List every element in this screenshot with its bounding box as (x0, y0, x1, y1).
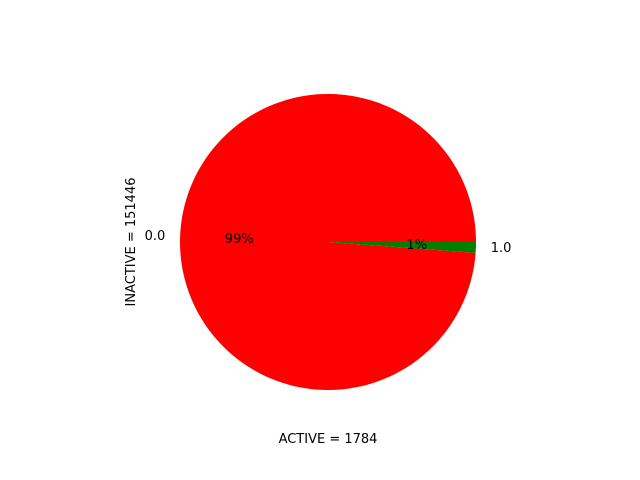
percent-label: 1% (406, 238, 427, 253)
pie-slice-1-0 (328, 242, 476, 253)
category-label: 1.0 (491, 241, 512, 256)
percent-label: 99% (225, 232, 254, 247)
pie-slices (179, 94, 476, 391)
x-axis-label: ACTIVE = 1784 (279, 432, 378, 447)
category-label: 0.0 (145, 229, 166, 244)
pie-labels: 0.0 99% 1.0 1% (145, 229, 512, 256)
y-axis-label: INACTIVE = 151446 (124, 178, 139, 307)
pie-slice-0-0 (179, 94, 476, 391)
